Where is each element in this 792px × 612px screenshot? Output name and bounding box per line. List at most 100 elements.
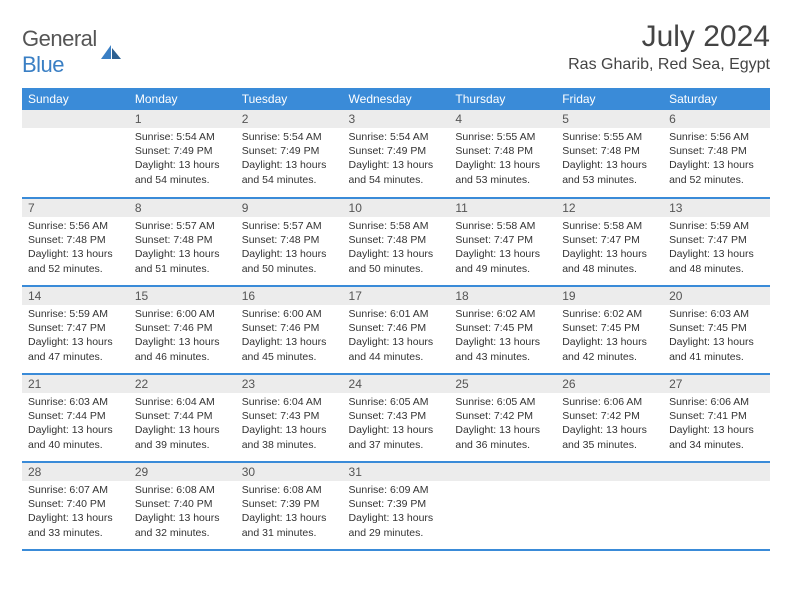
day-number: 4 (449, 110, 556, 128)
calendar-week-row: 1Sunrise: 5:54 AMSunset: 7:49 PMDaylight… (22, 110, 770, 198)
day-data: Sunrise: 5:56 AMSunset: 7:48 PMDaylight:… (663, 128, 770, 191)
calendar-week-row: 21Sunrise: 6:03 AMSunset: 7:44 PMDayligh… (22, 374, 770, 462)
calendar-day-cell: 14Sunrise: 5:59 AMSunset: 7:47 PMDayligh… (22, 286, 129, 374)
day-data: Sunrise: 6:03 AMSunset: 7:44 PMDaylight:… (22, 393, 129, 456)
calendar-day-cell: 13Sunrise: 5:59 AMSunset: 7:47 PMDayligh… (663, 198, 770, 286)
day-data: Sunrise: 6:05 AMSunset: 7:42 PMDaylight:… (449, 393, 556, 456)
calendar-day-cell (449, 462, 556, 550)
weekday-header: Sunday (22, 88, 129, 110)
calendar-day-cell: 6Sunrise: 5:56 AMSunset: 7:48 PMDaylight… (663, 110, 770, 198)
calendar-week-row: 7Sunrise: 5:56 AMSunset: 7:48 PMDaylight… (22, 198, 770, 286)
calendar-day-cell: 11Sunrise: 5:58 AMSunset: 7:47 PMDayligh… (449, 198, 556, 286)
sail-icon (99, 43, 123, 61)
location: Ras Gharib, Red Sea, Egypt (568, 56, 770, 74)
day-number (22, 110, 129, 128)
day-number: 14 (22, 287, 129, 305)
day-data: Sunrise: 5:58 AMSunset: 7:47 PMDaylight:… (556, 217, 663, 280)
calendar-day-cell: 9Sunrise: 5:57 AMSunset: 7:48 PMDaylight… (236, 198, 343, 286)
calendar-day-cell: 23Sunrise: 6:04 AMSunset: 7:43 PMDayligh… (236, 374, 343, 462)
day-data: Sunrise: 6:02 AMSunset: 7:45 PMDaylight:… (449, 305, 556, 368)
day-number: 13 (663, 199, 770, 217)
title-block: July 2024 Ras Gharib, Red Sea, Egypt (568, 20, 770, 74)
day-number: 30 (236, 463, 343, 481)
day-number: 21 (22, 375, 129, 393)
day-number: 20 (663, 287, 770, 305)
calendar-day-cell: 12Sunrise: 5:58 AMSunset: 7:47 PMDayligh… (556, 198, 663, 286)
day-data: Sunrise: 5:58 AMSunset: 7:48 PMDaylight:… (343, 217, 450, 280)
calendar-day-cell: 19Sunrise: 6:02 AMSunset: 7:45 PMDayligh… (556, 286, 663, 374)
day-data: Sunrise: 5:55 AMSunset: 7:48 PMDaylight:… (556, 128, 663, 191)
day-data: Sunrise: 6:05 AMSunset: 7:43 PMDaylight:… (343, 393, 450, 456)
day-number: 18 (449, 287, 556, 305)
calendar-day-cell: 17Sunrise: 6:01 AMSunset: 7:46 PMDayligh… (343, 286, 450, 374)
day-data: Sunrise: 5:55 AMSunset: 7:48 PMDaylight:… (449, 128, 556, 191)
day-number: 1 (129, 110, 236, 128)
day-number: 3 (343, 110, 450, 128)
day-number: 29 (129, 463, 236, 481)
day-number: 10 (343, 199, 450, 217)
day-number: 12 (556, 199, 663, 217)
calendar-day-cell: 4Sunrise: 5:55 AMSunset: 7:48 PMDaylight… (449, 110, 556, 198)
day-number: 9 (236, 199, 343, 217)
weekday-header: Monday (129, 88, 236, 110)
calendar-day-cell: 2Sunrise: 5:54 AMSunset: 7:49 PMDaylight… (236, 110, 343, 198)
day-data: Sunrise: 6:06 AMSunset: 7:42 PMDaylight:… (556, 393, 663, 456)
day-data: Sunrise: 5:59 AMSunset: 7:47 PMDaylight:… (22, 305, 129, 368)
day-data: Sunrise: 5:54 AMSunset: 7:49 PMDaylight:… (343, 128, 450, 191)
calendar-day-cell: 25Sunrise: 6:05 AMSunset: 7:42 PMDayligh… (449, 374, 556, 462)
calendar-body: 1Sunrise: 5:54 AMSunset: 7:49 PMDaylight… (22, 110, 770, 550)
day-number: 5 (556, 110, 663, 128)
header: General Blue July 2024 Ras Gharib, Red S… (22, 20, 770, 78)
calendar-day-cell (556, 462, 663, 550)
day-data: Sunrise: 6:08 AMSunset: 7:40 PMDaylight:… (129, 481, 236, 544)
day-data: Sunrise: 5:57 AMSunset: 7:48 PMDaylight:… (236, 217, 343, 280)
day-data: Sunrise: 5:54 AMSunset: 7:49 PMDaylight:… (236, 128, 343, 191)
weekday-header: Saturday (663, 88, 770, 110)
weekday-header: Thursday (449, 88, 556, 110)
day-data: Sunrise: 6:02 AMSunset: 7:45 PMDaylight:… (556, 305, 663, 368)
day-number (556, 463, 663, 481)
day-number: 25 (449, 375, 556, 393)
day-data: Sunrise: 6:00 AMSunset: 7:46 PMDaylight:… (236, 305, 343, 368)
logo-text: General Blue (22, 26, 97, 78)
calendar-day-cell: 10Sunrise: 5:58 AMSunset: 7:48 PMDayligh… (343, 198, 450, 286)
day-number: 6 (663, 110, 770, 128)
calendar-day-cell: 27Sunrise: 6:06 AMSunset: 7:41 PMDayligh… (663, 374, 770, 462)
day-data: Sunrise: 5:58 AMSunset: 7:47 PMDaylight:… (449, 217, 556, 280)
calendar-day-cell: 18Sunrise: 6:02 AMSunset: 7:45 PMDayligh… (449, 286, 556, 374)
day-number: 2 (236, 110, 343, 128)
calendar-day-cell: 8Sunrise: 5:57 AMSunset: 7:48 PMDaylight… (129, 198, 236, 286)
logo-word-1: General (22, 26, 97, 51)
day-data: Sunrise: 6:09 AMSunset: 7:39 PMDaylight:… (343, 481, 450, 544)
calendar-day-cell: 15Sunrise: 6:00 AMSunset: 7:46 PMDayligh… (129, 286, 236, 374)
calendar-day-cell: 5Sunrise: 5:55 AMSunset: 7:48 PMDaylight… (556, 110, 663, 198)
weekday-header: Wednesday (343, 88, 450, 110)
day-number: 7 (22, 199, 129, 217)
calendar-day-cell: 16Sunrise: 6:00 AMSunset: 7:46 PMDayligh… (236, 286, 343, 374)
calendar-day-cell: 1Sunrise: 5:54 AMSunset: 7:49 PMDaylight… (129, 110, 236, 198)
calendar-day-cell: 24Sunrise: 6:05 AMSunset: 7:43 PMDayligh… (343, 374, 450, 462)
day-number: 11 (449, 199, 556, 217)
day-data: Sunrise: 6:03 AMSunset: 7:45 PMDaylight:… (663, 305, 770, 368)
calendar-day-cell: 26Sunrise: 6:06 AMSunset: 7:42 PMDayligh… (556, 374, 663, 462)
calendar-day-cell: 20Sunrise: 6:03 AMSunset: 7:45 PMDayligh… (663, 286, 770, 374)
day-number: 23 (236, 375, 343, 393)
logo-word-2: Blue (22, 52, 64, 77)
calendar-day-cell: 28Sunrise: 6:07 AMSunset: 7:40 PMDayligh… (22, 462, 129, 550)
day-number: 27 (663, 375, 770, 393)
day-data: Sunrise: 5:59 AMSunset: 7:47 PMDaylight:… (663, 217, 770, 280)
calendar-table: SundayMondayTuesdayWednesdayThursdayFrid… (22, 88, 770, 551)
calendar-day-cell (22, 110, 129, 198)
month-title: July 2024 (568, 20, 770, 54)
day-data: Sunrise: 5:56 AMSunset: 7:48 PMDaylight:… (22, 217, 129, 280)
day-number: 24 (343, 375, 450, 393)
calendar-day-cell: 22Sunrise: 6:04 AMSunset: 7:44 PMDayligh… (129, 374, 236, 462)
weekday-header-row: SundayMondayTuesdayWednesdayThursdayFrid… (22, 88, 770, 110)
day-data: Sunrise: 6:07 AMSunset: 7:40 PMDaylight:… (22, 481, 129, 544)
day-number: 31 (343, 463, 450, 481)
calendar-day-cell (663, 462, 770, 550)
day-number: 15 (129, 287, 236, 305)
day-data: Sunrise: 5:57 AMSunset: 7:48 PMDaylight:… (129, 217, 236, 280)
calendar-day-cell: 21Sunrise: 6:03 AMSunset: 7:44 PMDayligh… (22, 374, 129, 462)
weekday-header: Tuesday (236, 88, 343, 110)
